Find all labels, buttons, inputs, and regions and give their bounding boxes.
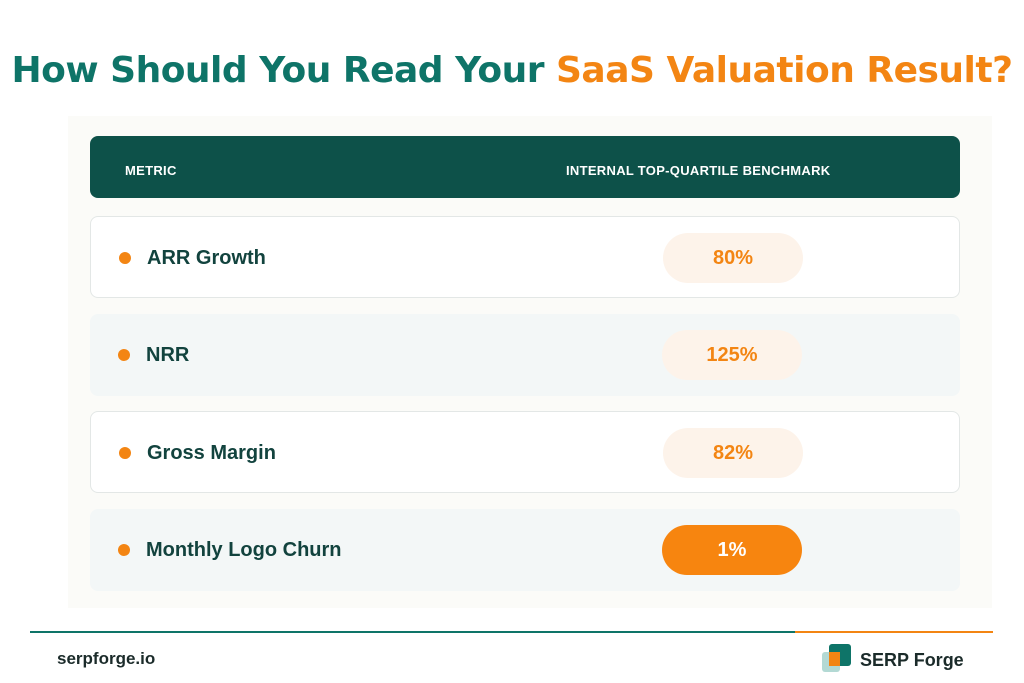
metric-label: Monthly Logo Churn <box>146 539 342 561</box>
bullet-dot <box>118 349 130 361</box>
benchmark-pill: 125% <box>662 330 802 380</box>
metric-label: ARR Growth <box>147 247 266 269</box>
table-row: Gross Margin 82% <box>90 411 960 493</box>
brand-name: SERP Forge <box>860 650 964 670</box>
benchmark-pill: 82% <box>663 428 803 478</box>
site-url: serpforge.io <box>57 649 156 668</box>
column-header-metric: METRIC <box>125 163 177 178</box>
title-part1: How Should You Read Your <box>11 50 556 91</box>
bullet-dot <box>119 447 131 459</box>
metric-label: Gross Margin <box>147 442 276 464</box>
benchmark-pill-highlight: 1% <box>662 525 802 575</box>
bullet-dot <box>118 544 130 556</box>
page-title: How Should You Read Your SaaS Valuation … <box>0 50 1024 91</box>
serp-forge-logo-icon <box>822 644 852 674</box>
footer-divider-orange <box>795 631 993 633</box>
table-row: Monthly Logo Churn 1% <box>90 509 960 591</box>
table-row: NRR 125% <box>90 314 960 396</box>
footer-divider-teal <box>30 631 795 633</box>
bullet-dot <box>119 252 131 264</box>
benchmark-pill: 80% <box>663 233 803 283</box>
title-part2: SaaS Valuation Result? <box>556 50 1013 91</box>
metric-label: NRR <box>146 344 190 366</box>
column-header-benchmark: INTERNAL TOP-QUARTILE BENCHMARK <box>566 163 831 178</box>
table-header: METRIC INTERNAL TOP-QUARTILE BENCHMARK <box>90 136 960 198</box>
table-row: ARR Growth 80% <box>90 216 960 298</box>
